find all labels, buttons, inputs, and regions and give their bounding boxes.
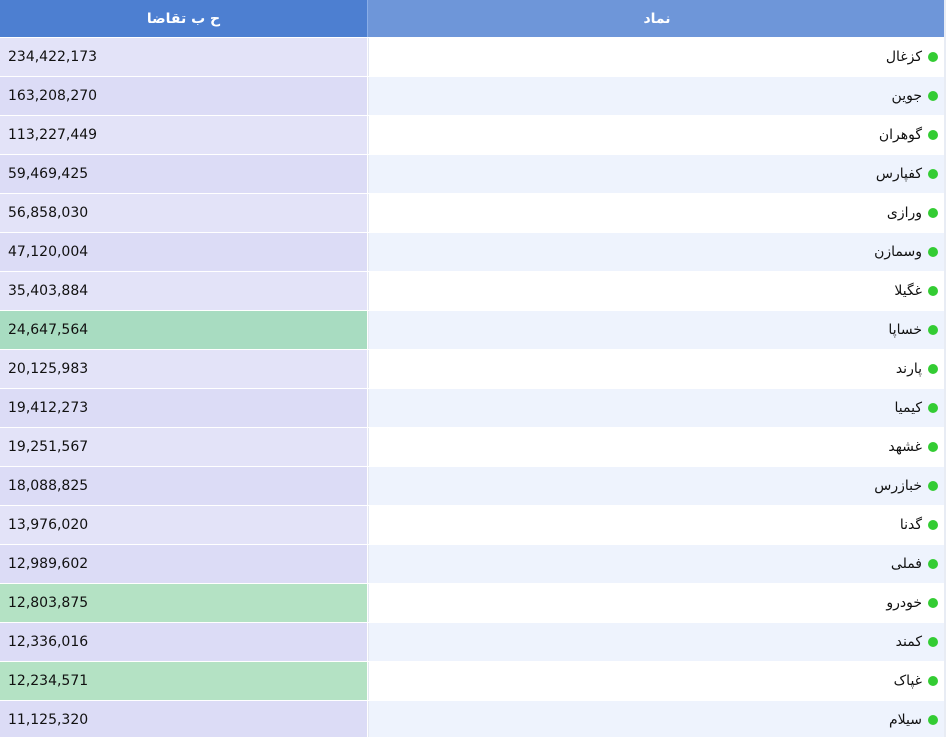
status-dot-icon [928,520,938,530]
status-dot-icon [928,130,938,140]
table-row[interactable]: کزغال 234,422,173 [0,37,946,76]
symbol-label[interactable]: سیلام [889,712,922,728]
value-cell: 12,989,602 [0,545,368,583]
status-dot-icon [928,169,938,179]
status-dot-icon [928,637,938,647]
table-row[interactable]: کمند 12,336,016 [0,622,946,661]
header-value[interactable]: ح ب تقاضا [0,0,368,37]
table-body: کزغال 234,422,173 جوین 163,208,270 گوهرا… [0,37,946,737]
symbol-label[interactable]: غگیلا [894,283,922,299]
status-dot-icon [928,208,938,218]
table-row[interactable]: وسمازن 47,120,004 [0,232,946,271]
symbol-label[interactable]: وسمازن [874,244,922,260]
symbol-label[interactable]: فملی [890,556,922,572]
value-cell: 234,422,173 [0,38,368,76]
status-dot-icon [928,364,938,374]
symbol-label[interactable]: خودرو [886,595,922,611]
symbol-label[interactable]: کزغال [885,49,922,65]
symbol-cell: غشهد [368,428,946,466]
symbol-cell: خساپا [368,311,946,349]
value-cell: 12,803,875 [0,584,368,622]
status-dot-icon [928,598,938,608]
symbol-cell: وسمازن [368,233,946,271]
value-cell: 13,976,020 [0,506,368,544]
symbol-cell: کزغال [368,38,946,76]
status-dot-icon [928,286,938,296]
symbol-cell: فملی [368,545,946,583]
value-cell: 35,403,884 [0,272,368,310]
symbol-cell: کیمیا [368,389,946,427]
symbol-label[interactable]: ورازی [886,205,922,221]
symbol-cell: سیلام [368,701,946,737]
value-cell: 11,125,320 [0,701,368,737]
value-cell: 163,208,270 [0,77,368,115]
symbol-label[interactable]: کفپارس [875,166,922,182]
symbol-label[interactable]: کیمیا [894,400,922,416]
value-cell: 47,120,004 [0,233,368,271]
symbol-cell: خبازرس [368,467,946,505]
table-row[interactable]: گدنا 13,976,020 [0,505,946,544]
symbol-cell: غگیلا [368,272,946,310]
table-header: نماد ح ب تقاضا [0,0,946,37]
table-row[interactable]: کیمیا 19,412,273 [0,388,946,427]
symbol-label[interactable]: خبازرس [874,478,922,494]
table-row[interactable]: فملی 12,989,602 [0,544,946,583]
symbol-cell: خودرو [368,584,946,622]
table-row[interactable]: کفپارس 59,469,425 [0,154,946,193]
status-dot-icon [928,559,938,569]
value-cell: 12,336,016 [0,623,368,661]
status-dot-icon [928,715,938,725]
symbol-label[interactable]: غشهد [888,439,922,455]
symbol-label[interactable]: گوهران [878,127,922,143]
table-row[interactable]: غشهد 19,251,567 [0,427,946,466]
value-cell: 12,234,571 [0,662,368,700]
symbol-label[interactable]: غپاک [893,673,922,689]
status-dot-icon [928,52,938,62]
value-cell: 19,251,567 [0,428,368,466]
table-right-border [944,0,946,737]
value-cell: 113,227,449 [0,116,368,154]
symbol-label[interactable]: خساپا [888,322,922,338]
symbol-label[interactable]: کمند [895,634,922,650]
symbol-cell: کمند [368,623,946,661]
table-row[interactable]: غپاک 12,234,571 [0,661,946,700]
table-row[interactable]: پارند 20,125,983 [0,349,946,388]
symbol-cell: گدنا [368,506,946,544]
table-row[interactable]: خساپا 24,647,564 [0,310,946,349]
symbol-cell: جوین [368,77,946,115]
symbol-label[interactable]: جوین [891,88,922,104]
status-dot-icon [928,481,938,491]
value-cell: 20,125,983 [0,350,368,388]
status-dot-icon [928,403,938,413]
table-row[interactable]: گوهران 113,227,449 [0,115,946,154]
symbol-cell: پارند [368,350,946,388]
header-symbol[interactable]: نماد [368,0,946,37]
table-row[interactable]: جوین 163,208,270 [0,76,946,115]
table-row[interactable]: ورازی 56,858,030 [0,193,946,232]
value-cell: 24,647,564 [0,311,368,349]
symbol-cell: ورازی [368,194,946,232]
symbol-label[interactable]: گدنا [899,517,922,533]
table-row[interactable]: غگیلا 35,403,884 [0,271,946,310]
status-dot-icon [928,442,938,452]
symbol-cell: گوهران [368,116,946,154]
status-dot-icon [928,91,938,101]
status-dot-icon [928,676,938,686]
value-cell: 18,088,825 [0,467,368,505]
value-cell: 59,469,425 [0,155,368,193]
table-row[interactable]: خودرو 12,803,875 [0,583,946,622]
table-row[interactable]: خبازرس 18,088,825 [0,466,946,505]
symbol-cell: کفپارس [368,155,946,193]
symbol-cell: غپاک [368,662,946,700]
symbol-label[interactable]: پارند [895,361,922,377]
value-cell: 56,858,030 [0,194,368,232]
status-dot-icon [928,325,938,335]
value-cell: 19,412,273 [0,389,368,427]
table-row[interactable]: سیلام 11,125,320 [0,700,946,737]
status-dot-icon [928,247,938,257]
